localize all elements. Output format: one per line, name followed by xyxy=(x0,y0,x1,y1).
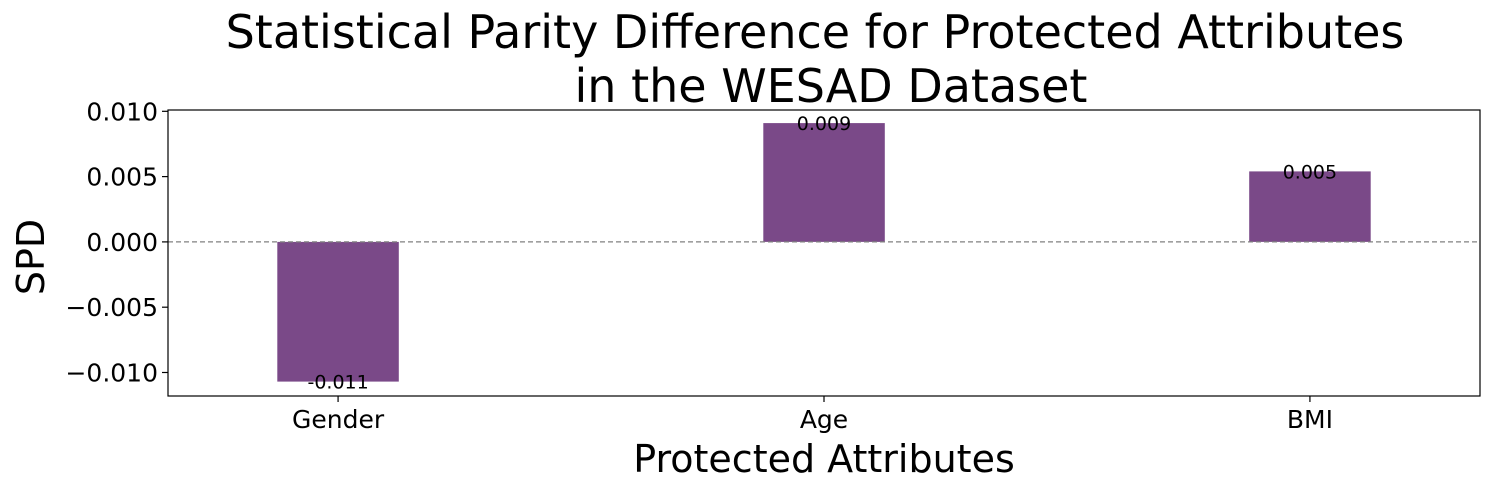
plot-area: -0.011 0.009 0.005 0.010 0.005 0.000 −0.005 −0.… xyxy=(65,97,1481,434)
bar-gender xyxy=(277,241,399,382)
y-tick-label: 0.010 xyxy=(86,97,158,126)
bar-bmi xyxy=(1249,171,1371,242)
x-tick-label-gender: Gender xyxy=(292,405,385,434)
y-tick-label: 0.000 xyxy=(86,228,158,257)
data-label-bmi: 0.005 xyxy=(1283,161,1337,183)
chart-title-line-2: in the WESAD Dataset xyxy=(575,59,1088,113)
chart-title-line-1: Statistical Parity Difference for Protec… xyxy=(226,5,1405,59)
y-tick-label: 0.005 xyxy=(86,163,158,192)
data-label-age: 0.009 xyxy=(797,113,851,135)
bar-age xyxy=(763,123,885,242)
data-label-gender: -0.011 xyxy=(307,372,368,394)
y-tick-label: −0.010 xyxy=(65,358,158,387)
x-axis-label: Protected Attributes xyxy=(633,437,1015,481)
x-tick-label-age: Age xyxy=(800,405,848,434)
y-axis-label: SPD xyxy=(9,219,53,295)
y-tick-label: −0.005 xyxy=(65,293,158,322)
x-tick-label-bmi: BMI xyxy=(1287,405,1333,434)
